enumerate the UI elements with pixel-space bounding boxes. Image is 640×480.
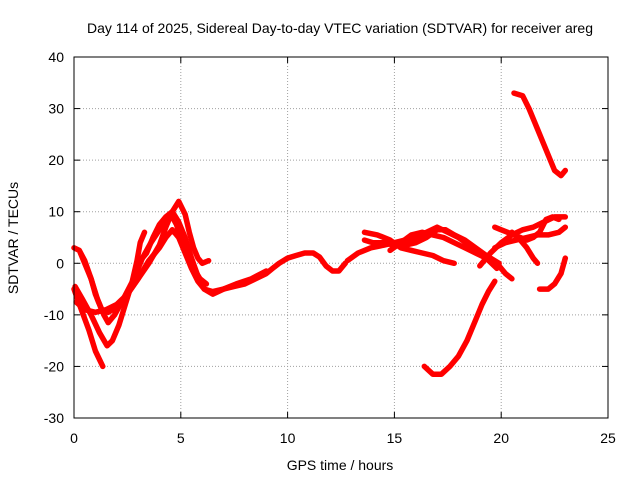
y-tick-label: -20 [44, 358, 64, 374]
series-track-17 [536, 255, 569, 292]
x-tick-label: 0 [70, 430, 78, 446]
plot-frame [73, 56, 609, 419]
y-axis-label: SDTVAR / TECUs [5, 182, 21, 294]
y-tick-label: 40 [48, 49, 64, 65]
series-track-9 [361, 227, 515, 282]
axes: 0 5 10 15 20 25 -30 -20 -10 0 10 20 30 40 [44, 49, 616, 446]
series-track-16 [511, 90, 569, 179]
y-tick-label: -10 [44, 307, 64, 323]
x-tick-label: 5 [177, 430, 185, 446]
data-series [71, 90, 569, 377]
y-tick-label: 10 [48, 204, 64, 220]
y-tick-label: 30 [48, 101, 64, 117]
series-track-8 [361, 229, 457, 267]
x-axis-label: GPS time / hours [287, 457, 394, 473]
x-tick-label: 10 [280, 430, 296, 446]
chart-title: Day 114 of 2025, Sidereal Day-to-day VTE… [87, 20, 593, 36]
grid [74, 57, 608, 418]
y-tick-label: 0 [56, 255, 64, 271]
x-tick-label: 25 [600, 430, 616, 446]
x-tick-label: 15 [387, 430, 403, 446]
y-tick-label: -30 [44, 410, 64, 426]
x-tick-label: 20 [493, 430, 509, 446]
y-tick-label: 20 [48, 152, 64, 168]
series-track-15 [509, 229, 541, 267]
series-track-10 [387, 229, 500, 272]
series-track-11 [421, 278, 498, 377]
series-track-14 [492, 224, 569, 251]
series-track-6 [135, 208, 269, 297]
